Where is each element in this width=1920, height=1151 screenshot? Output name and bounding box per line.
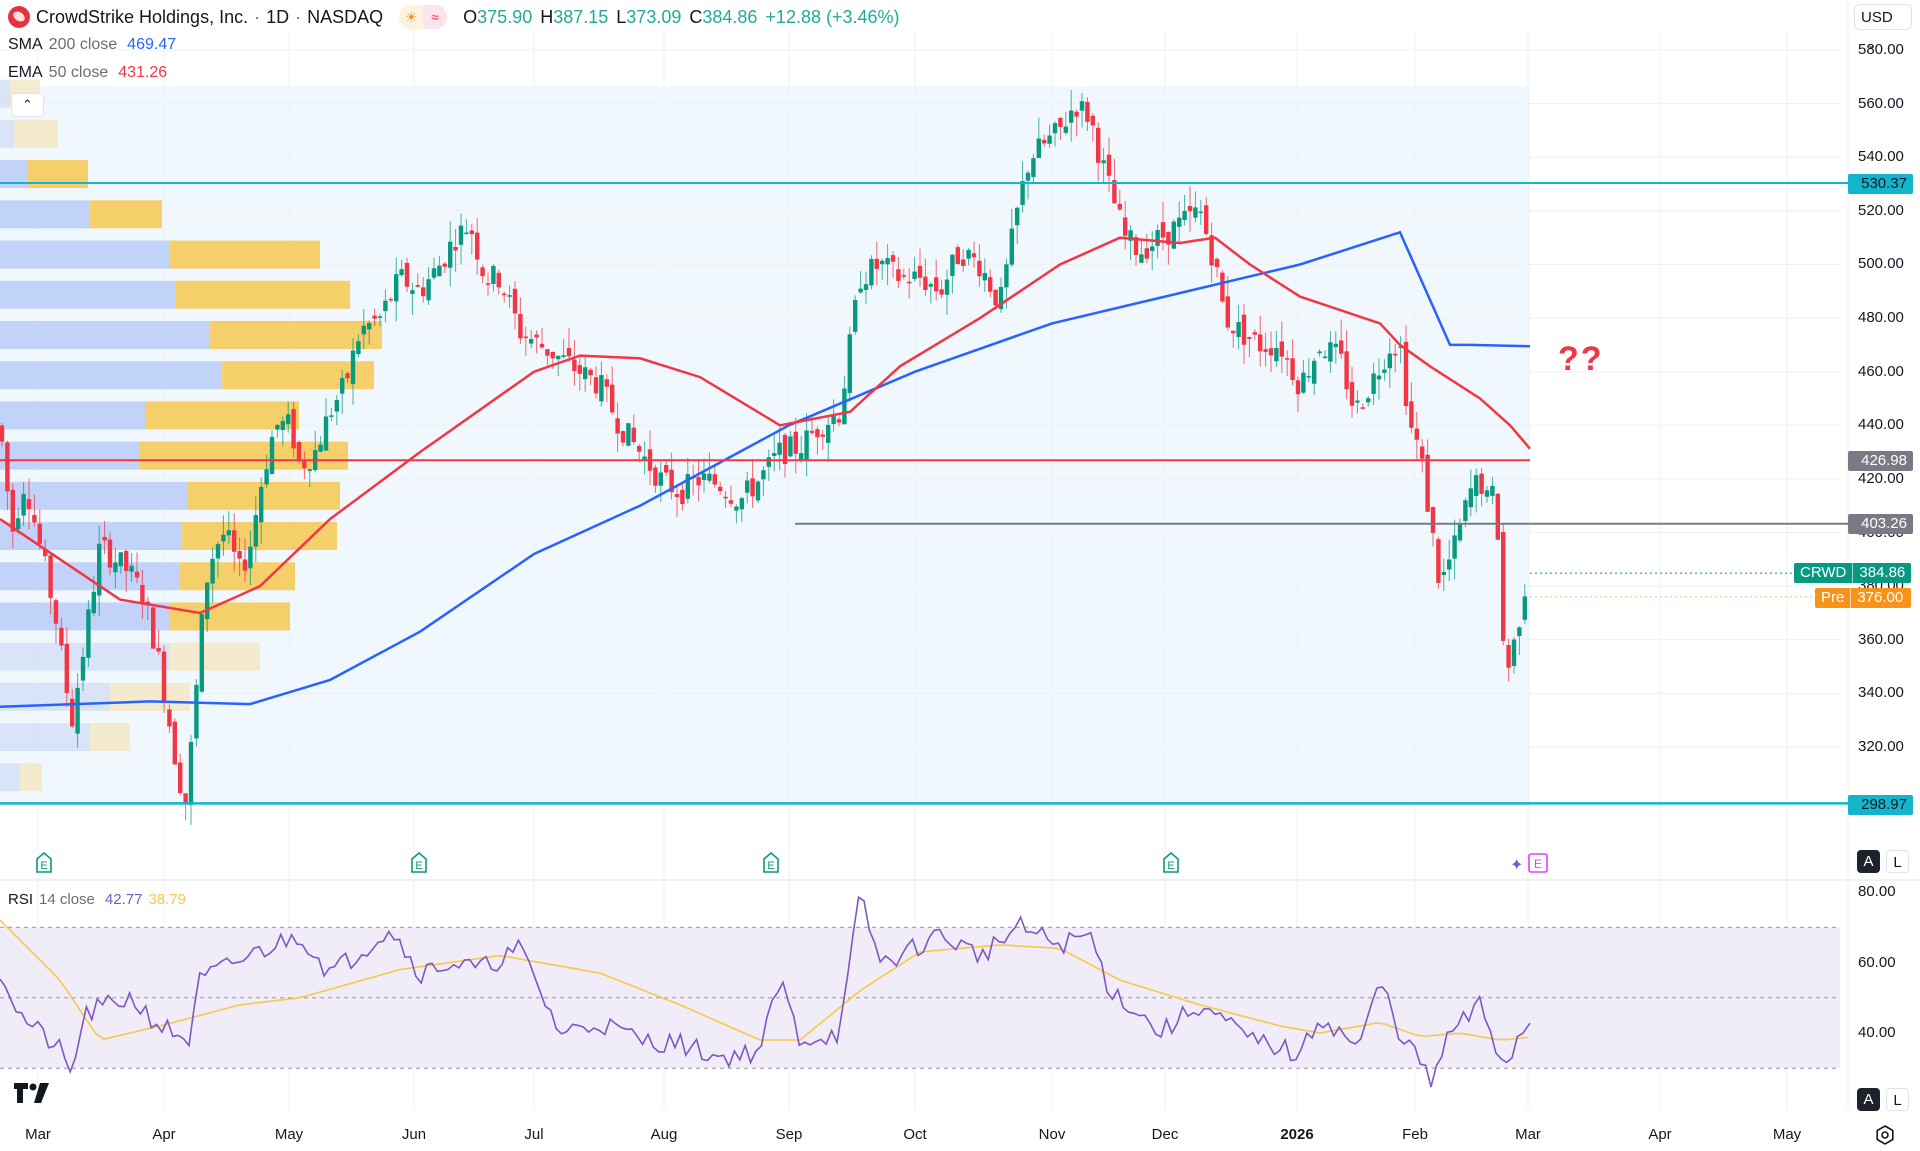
last-price-value: 384.86	[1859, 564, 1906, 581]
symbol-name[interactable]: CrowdStrike Holdings, Inc.	[36, 6, 249, 27]
time-axis-label: Sep	[775, 1126, 803, 1143]
rsi-params: 14 close	[39, 891, 95, 908]
price-axis-tick: 420.00	[1858, 469, 1904, 487]
time-axis-label: Jun	[401, 1126, 427, 1143]
svg-text:E: E	[1534, 857, 1542, 871]
symbol-tag: CRWD	[1794, 563, 1854, 583]
price-axis-tick: 360.00	[1858, 630, 1904, 648]
ema-params: 50 close	[48, 64, 109, 81]
ohlc-values: O375.90 H387.15 L373.09 C384.86 +12.88 (+3.4…	[463, 6, 900, 27]
price-axis-tick: 560.00	[1858, 94, 1904, 112]
symbol-legend: CrowdStrike Holdings, Inc. · 1D · NASDAQ…	[8, 5, 908, 29]
rsi-ma-value: 38.79	[148, 891, 186, 908]
price-axis-tick: 520.00	[1858, 201, 1904, 219]
high-value: 387.15	[553, 6, 609, 27]
change-value: +12.88 (+3.46%)	[765, 6, 900, 27]
rsi-name: RSI	[8, 891, 34, 908]
separator: ·	[254, 6, 261, 27]
time-axis-label: Jul	[524, 1126, 544, 1143]
time-axis-label: Mar	[25, 1126, 51, 1143]
svg-text:E: E	[767, 860, 774, 872]
collapse-legend-button[interactable]: ⌃	[11, 93, 44, 117]
separator: ·	[295, 6, 302, 27]
earnings-marker-icon[interactable]: E	[409, 851, 429, 874]
auto-scale-button[interactable]: A	[1857, 850, 1880, 873]
sma-legend[interactable]: SMA 200 close 469.47	[8, 36, 176, 54]
time-axis-label: Apr	[1648, 1126, 1672, 1143]
sma-params: 200 close	[48, 36, 118, 53]
sparkle-icon: ✦	[1510, 857, 1524, 874]
bottom-support-price-tag: 298.97	[1848, 795, 1913, 815]
sun-icon: ☀	[399, 5, 424, 29]
time-axis-label: Dec	[1151, 1126, 1179, 1143]
close-value: 384.86	[702, 6, 758, 27]
premarket-label: Pre	[1815, 588, 1852, 608]
waves-icon: ≈	[423, 5, 448, 29]
currency-selector[interactable]: USD ⌄	[1854, 4, 1912, 51]
premarket-price-tag: Pre 376.00	[1815, 588, 1912, 608]
low-value: 373.09	[626, 6, 682, 27]
price-axis-tick: 440.00	[1858, 416, 1904, 434]
earnings-marker-icon[interactable]: E	[761, 851, 781, 874]
interval[interactable]: 1D	[266, 6, 290, 27]
price-axis-tick: 540.00	[1858, 148, 1904, 166]
crowdstrike-logo-icon	[8, 6, 30, 28]
time-axis-label: Mar	[1515, 1126, 1541, 1143]
chevron-down-icon: ⌄	[1867, 40, 1876, 51]
premarket-value: 376.00	[1857, 589, 1904, 606]
svg-text:E: E	[40, 860, 47, 872]
exchange: NASDAQ	[307, 6, 384, 27]
time-axis-label: Apr	[152, 1126, 176, 1143]
time-axis-label: May	[1772, 1126, 1802, 1143]
time-axis-label: Feb	[1402, 1126, 1428, 1143]
ema-value: 431.26	[118, 64, 168, 81]
price-axis-tick: 500.00	[1858, 255, 1904, 273]
rsi-value: 42.77	[104, 891, 143, 908]
price-axis-tick: 340.00	[1858, 684, 1904, 702]
support-price-tag: 403.26	[1848, 514, 1913, 534]
earnings-marker-icon[interactable]: E	[1161, 851, 1181, 874]
log-scale-button[interactable]: L	[1886, 850, 1909, 873]
open-value: 375.90	[477, 6, 533, 27]
rsi-axis-tick: 60.00	[1858, 953, 1896, 971]
rsi-axis-tick: 40.00	[1858, 1024, 1896, 1041]
price-axis-tick: 320.00	[1858, 738, 1904, 755]
price-axis-tick: 460.00	[1858, 362, 1904, 380]
price-axis-tick: 480.00	[1858, 309, 1904, 327]
earnings-marker-icon[interactable]: E	[34, 851, 54, 874]
rsi-log-scale-button[interactable]: L	[1886, 1088, 1909, 1111]
resistance-price-tag: 530.37	[1848, 174, 1913, 194]
rsi-auto-scale-button[interactable]: A	[1857, 1088, 1880, 1111]
svg-text:E: E	[1167, 860, 1174, 872]
ema-legend[interactable]: EMA 50 close 431.26	[8, 64, 167, 82]
ema-name: EMA	[8, 64, 43, 81]
question-annotation: ??	[1558, 340, 1604, 378]
market-status-badge[interactable]: ☀ ≈	[399, 5, 448, 29]
earnings-marker-icon[interactable]: E	[1527, 852, 1548, 874]
time-axis-label: Nov	[1038, 1126, 1066, 1143]
rsi-legend[interactable]: RSI 14 close 42.77 38.79	[8, 891, 186, 908]
svg-text:E: E	[415, 860, 422, 872]
currency-value: USD	[1861, 9, 1893, 26]
rsi-axis-tick: 80.00	[1858, 883, 1896, 900]
tradingview-logo-icon[interactable]	[14, 1083, 50, 1103]
sma-name: SMA	[8, 36, 43, 53]
time-axis-label: Aug	[650, 1126, 678, 1143]
price-axis-tick: 580.00	[1858, 41, 1904, 58]
sma-value: 469.47	[127, 36, 177, 53]
ema-level-price-tag: 426.98	[1848, 451, 1913, 471]
time-axis-label: Oct	[903, 1126, 927, 1143]
last-price-tag: CRWD 384.86	[1794, 563, 1912, 583]
time-axis-label: 2026	[1280, 1126, 1314, 1143]
settings-gear-icon[interactable]	[1874, 1124, 1896, 1146]
time-axis-label: May	[274, 1126, 304, 1143]
chevron-up-icon: ⌃	[22, 97, 33, 112]
